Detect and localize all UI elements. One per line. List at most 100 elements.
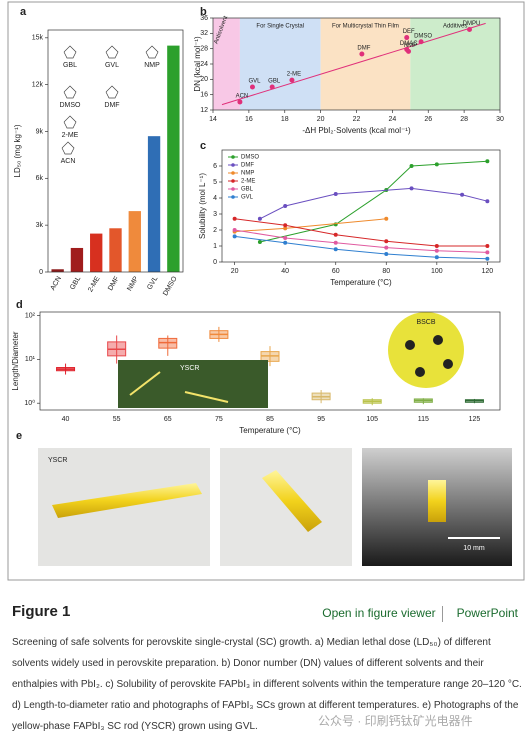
y-tick-label: 2 bbox=[213, 227, 217, 234]
x-tick-label: DMF bbox=[107, 275, 121, 292]
point bbox=[434, 162, 439, 167]
y-tick-label: 3k bbox=[36, 222, 44, 229]
point bbox=[404, 35, 410, 41]
x-tick-label: GBL bbox=[69, 275, 82, 291]
inset-crystal bbox=[405, 340, 415, 350]
y-axis-label: Solubility (mol L⁻¹) bbox=[198, 173, 207, 239]
inset-label: BSCB bbox=[416, 319, 435, 326]
x-tick-label: 65 bbox=[164, 416, 172, 423]
point bbox=[283, 236, 288, 240]
x-tick-label: 26 bbox=[424, 116, 432, 123]
molecule-sketch bbox=[105, 85, 119, 99]
point-label: NMP bbox=[404, 43, 417, 49]
x-tick-label: 85 bbox=[266, 416, 274, 423]
x-tick-label: 125 bbox=[469, 416, 481, 423]
series-line bbox=[234, 218, 488, 247]
point bbox=[384, 252, 389, 256]
structure-label: NMP bbox=[144, 62, 160, 69]
point bbox=[406, 48, 412, 54]
x-tick-label: 18 bbox=[281, 116, 289, 123]
y-tick-label: 6k bbox=[36, 175, 44, 182]
point bbox=[384, 245, 389, 250]
powerpoint-link[interactable]: PowerPoint bbox=[456, 606, 518, 621]
structure-label: ACN bbox=[61, 158, 76, 165]
point bbox=[434, 248, 439, 253]
point bbox=[384, 216, 389, 221]
y-tick-label: 6 bbox=[213, 163, 217, 170]
point bbox=[485, 256, 490, 261]
x-tick-label: 14 bbox=[209, 116, 217, 123]
region bbox=[410, 18, 500, 110]
y-tick-label: 28 bbox=[200, 46, 208, 53]
point bbox=[283, 240, 288, 245]
point-label: GBL bbox=[268, 79, 281, 85]
legend-label: DMF bbox=[241, 163, 254, 169]
inset-crystal bbox=[415, 367, 425, 377]
y-tick-label: 0 bbox=[39, 269, 43, 276]
point bbox=[384, 239, 389, 244]
x-tick-label: 55 bbox=[113, 416, 121, 423]
figure-frame bbox=[7, 1, 525, 581]
y-axis-label: DN (kcal mol⁻¹) bbox=[193, 36, 202, 92]
molecule-sketch bbox=[63, 85, 77, 99]
point bbox=[485, 199, 490, 204]
crystal-rod bbox=[262, 470, 322, 532]
x-tick-label: 28 bbox=[460, 116, 468, 123]
point bbox=[467, 27, 473, 32]
region bbox=[239, 18, 321, 110]
bar bbox=[51, 269, 64, 272]
y-axis-label: LD₅₀ (mg kg⁻¹) bbox=[13, 124, 22, 177]
x-tick-label: 60 bbox=[332, 268, 340, 275]
point-label: DMAC bbox=[400, 41, 418, 47]
molecule-sketch bbox=[145, 45, 159, 59]
bar bbox=[70, 247, 84, 272]
point bbox=[249, 84, 255, 90]
point bbox=[283, 204, 288, 208]
point-label: DMF bbox=[357, 46, 370, 52]
region bbox=[213, 18, 240, 110]
panel-label: d bbox=[16, 299, 23, 311]
point bbox=[434, 244, 439, 248]
y-tick-label: 12 bbox=[200, 107, 208, 114]
x-tick-label: GVL bbox=[146, 275, 159, 291]
point bbox=[232, 216, 237, 221]
legend-swatch bbox=[231, 195, 235, 199]
legend-label: GVL bbox=[241, 195, 254, 201]
molecule-sketch bbox=[61, 141, 75, 155]
x-tick-label: 105 bbox=[366, 416, 378, 423]
region bbox=[320, 18, 411, 110]
inset-rod bbox=[129, 371, 161, 396]
point bbox=[333, 240, 338, 245]
y-tick-label: 36 bbox=[200, 15, 208, 22]
legend-swatch bbox=[231, 171, 235, 175]
structure-label: 2-ME bbox=[62, 132, 79, 139]
figure-caption: Screening of safe solvents for perovskit… bbox=[12, 637, 522, 732]
bar bbox=[167, 45, 180, 273]
viewer-link[interactable]: Open in figure viewer bbox=[322, 606, 436, 621]
x-tick-label: 30 bbox=[496, 116, 504, 123]
x-tick-label: 40 bbox=[281, 268, 289, 275]
x-tick-label: 120 bbox=[482, 268, 494, 275]
y-tick-label: 32 bbox=[200, 30, 208, 37]
legend-label: GBL bbox=[241, 187, 254, 193]
inset-rod bbox=[184, 391, 229, 403]
legend-swatch bbox=[231, 155, 235, 159]
y-tick-label: 9k bbox=[36, 128, 44, 135]
y-tick-label: 10² bbox=[25, 312, 36, 319]
y-tick-label: 4 bbox=[213, 195, 217, 202]
point bbox=[460, 192, 465, 197]
x-tick-label: 24 bbox=[388, 116, 396, 123]
series-line bbox=[234, 229, 488, 253]
point-label: DMPU bbox=[463, 21, 481, 27]
inset-crystal bbox=[433, 335, 443, 345]
point-label: DMSO bbox=[414, 33, 432, 39]
series-line bbox=[234, 235, 488, 260]
legend-label: DMSO bbox=[241, 155, 259, 161]
y-tick-label: 5 bbox=[213, 179, 217, 186]
region-label: For Multicrystal Thin Film bbox=[332, 24, 399, 30]
legend-label: NMP bbox=[241, 171, 254, 177]
region-label: For Single Crystal bbox=[256, 24, 304, 30]
legend-swatch bbox=[231, 187, 235, 191]
crystal-rod bbox=[52, 483, 202, 518]
